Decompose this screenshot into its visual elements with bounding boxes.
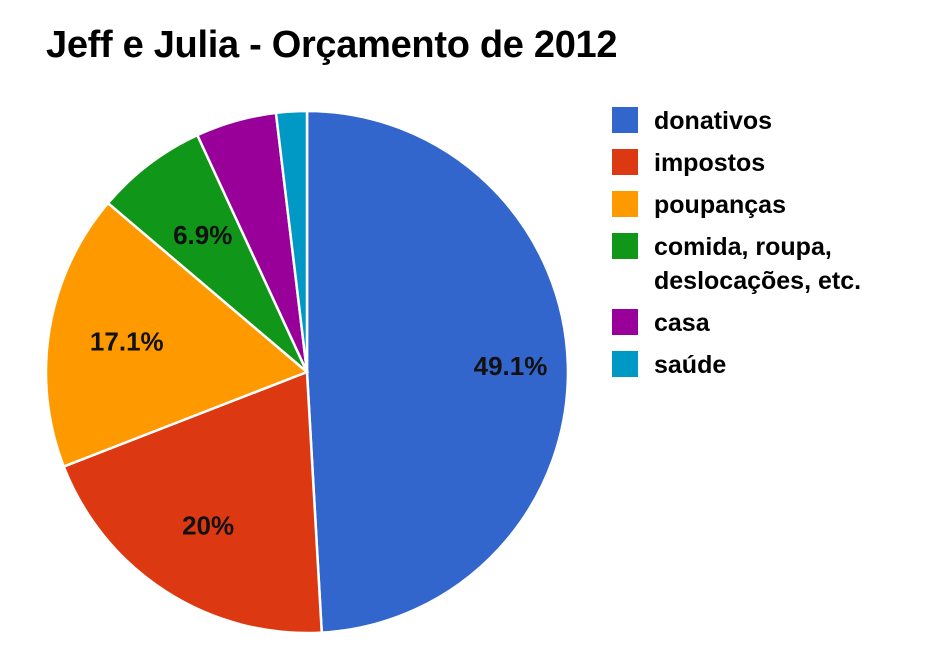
legend-swatch-3 xyxy=(612,233,638,259)
legend-label-3: comida, roupa, deslocações, etc. xyxy=(654,233,862,295)
legend-label-0: donativos xyxy=(654,107,773,135)
legend-label-5: saúde xyxy=(654,351,727,379)
legend-item-5: saúde xyxy=(612,348,934,382)
pie-slice-2 xyxy=(44,201,310,469)
legend: donativos impostos poupanças comida, roupa,… xyxy=(612,104,934,390)
legend-swatch-5 xyxy=(612,351,638,377)
legend-label-1: impostos xyxy=(654,149,766,177)
legend-swatch-2 xyxy=(612,191,638,217)
pie-slices xyxy=(44,109,570,635)
legend-swatch-1 xyxy=(612,149,638,175)
legend-item-3: comida, roupa, deslocações, etc. xyxy=(612,230,934,298)
pie-slice-labels: 49.1% 20% 17.1% 6.9% xyxy=(90,220,547,541)
legend-item-0: donativos xyxy=(612,104,934,138)
slice-label-2: 17.1% xyxy=(90,327,164,357)
legend-label-4: casa xyxy=(654,309,710,337)
legend-label-2: poupanças xyxy=(654,191,786,219)
legend-swatch-0 xyxy=(612,107,638,133)
legend-item-4: casa xyxy=(612,306,934,340)
pie-slice-0 xyxy=(305,109,570,634)
slice-label-3: 6.9% xyxy=(173,220,232,250)
chart-title: Jeff e Julia - Orçamento de 2012 xyxy=(46,24,618,66)
slice-label-1: 20% xyxy=(182,511,234,541)
legend-item-2: poupanças xyxy=(612,188,934,222)
pie-slice-1 xyxy=(62,370,324,635)
legend-item-1: impostos xyxy=(612,146,934,180)
slice-label-0: 49.1% xyxy=(474,351,548,381)
pie-slice-3 xyxy=(106,133,309,373)
pie-slice-5 xyxy=(274,109,309,373)
legend-swatch-4 xyxy=(612,309,638,335)
